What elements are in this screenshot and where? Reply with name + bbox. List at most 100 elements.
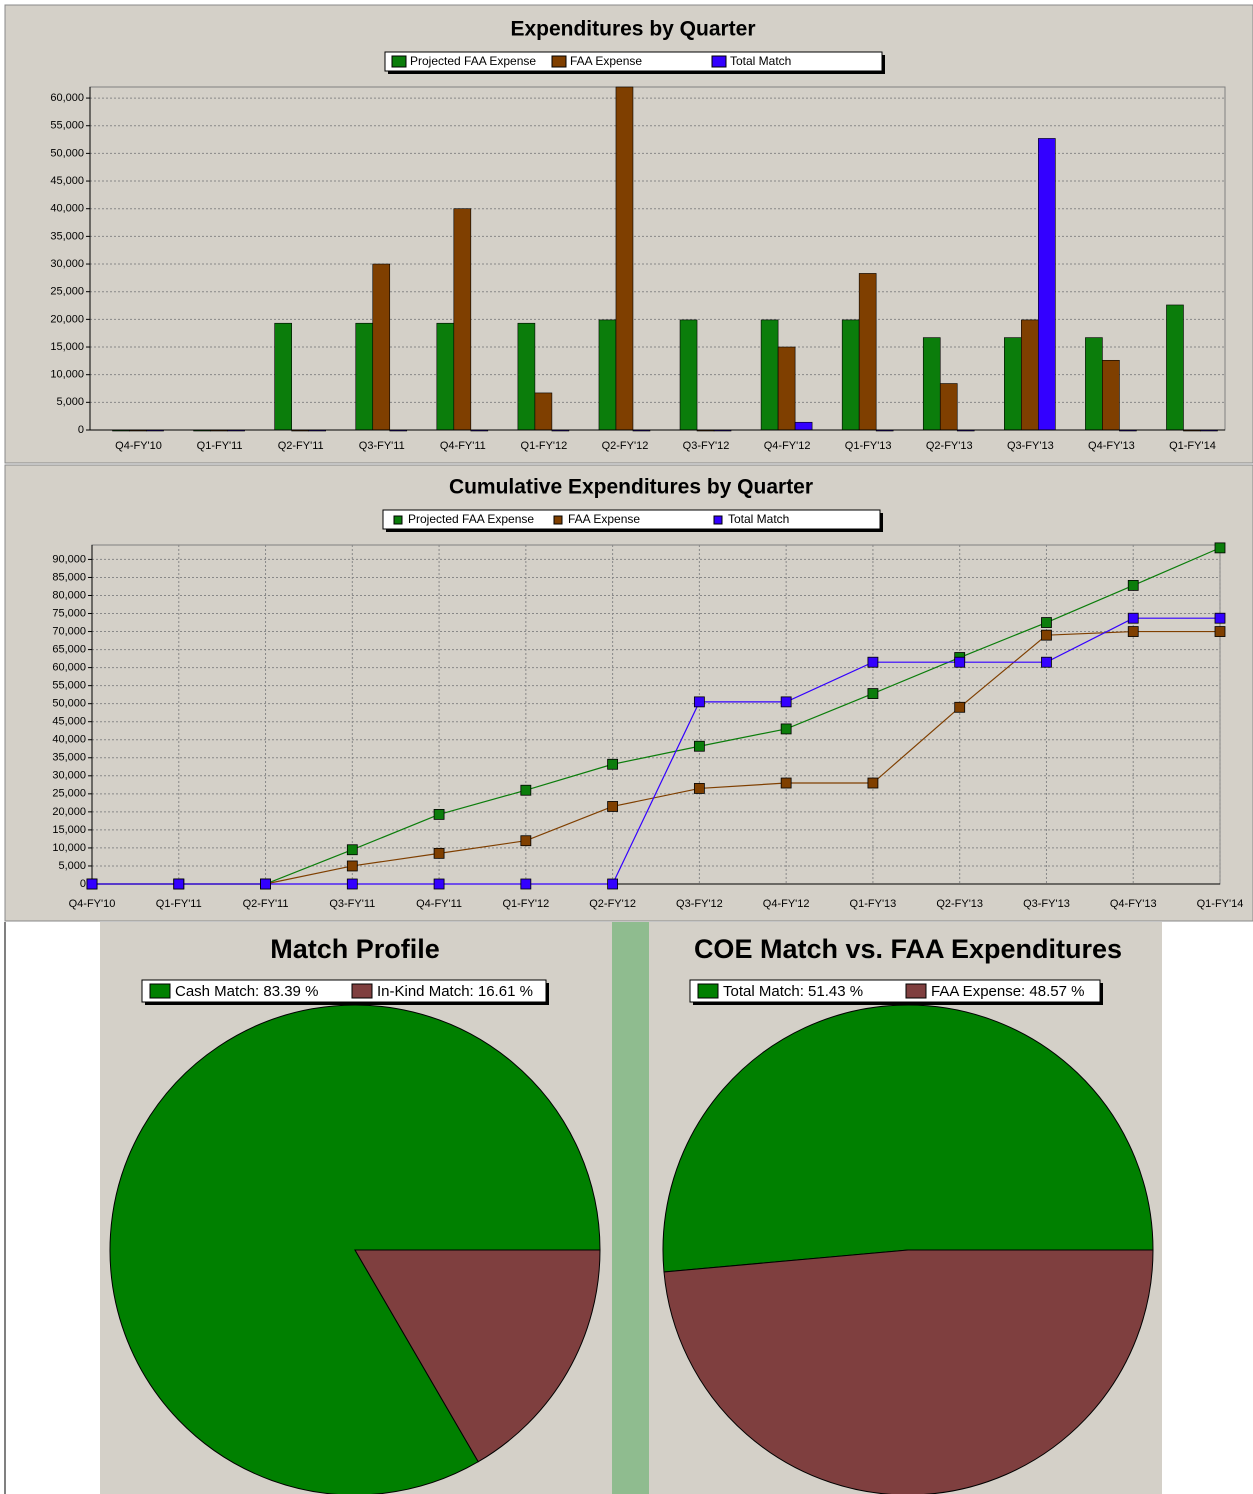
x-tick-label: Q3-FY'12 xyxy=(676,898,723,910)
marker xyxy=(693,696,705,708)
y-tick-label: 50,000 xyxy=(50,147,84,159)
bar xyxy=(1038,138,1056,431)
y-tick-label: 45,000 xyxy=(50,175,84,187)
legend-swatch xyxy=(149,983,171,999)
legend-swatch xyxy=(351,983,373,999)
pie-slice xyxy=(663,1249,1154,1494)
line xyxy=(92,617,1220,885)
marker xyxy=(86,878,98,890)
y-tick-label: 70,000 xyxy=(52,625,86,637)
legend xyxy=(382,509,881,530)
bar xyxy=(453,208,472,431)
legend-swatch xyxy=(697,983,719,999)
legend-label: Total Match xyxy=(728,512,789,526)
y-tick-label: 10,000 xyxy=(50,369,84,381)
marker xyxy=(1041,617,1052,628)
x-tick-label: Q4-FY'10 xyxy=(69,898,116,910)
legend xyxy=(141,979,547,1003)
y-tick-label: 20,000 xyxy=(50,313,84,325)
marker xyxy=(520,835,532,847)
line xyxy=(92,630,1220,885)
marker xyxy=(1127,612,1139,624)
legend xyxy=(689,979,1101,1003)
marker xyxy=(1214,542,1226,554)
x-tick-label: Q2-FY'13 xyxy=(936,898,983,910)
marker xyxy=(780,777,792,789)
y-tick-label: 35,000 xyxy=(52,752,86,764)
x-tick-label: Q1-FY'11 xyxy=(197,440,243,452)
marker xyxy=(346,844,358,856)
bar xyxy=(794,421,813,431)
y-tick-label: 40,000 xyxy=(50,203,84,215)
marker xyxy=(607,758,619,770)
x-tick-label: Q3-FY'11 xyxy=(329,898,375,910)
marker xyxy=(1214,612,1226,624)
x-tick-label: Q2-FY'11 xyxy=(243,898,289,910)
chart-title: COE Match vs. FAA Expenditures xyxy=(694,934,1122,964)
legend-swatch xyxy=(393,515,403,525)
bar xyxy=(679,319,698,431)
y-tick-label: 55,000 xyxy=(52,680,86,692)
marker xyxy=(780,723,792,735)
x-tick-label: Q2-FY'12 xyxy=(602,440,649,452)
legend-label: Projected FAA Expense xyxy=(410,54,536,68)
y-tick-label: 45,000 xyxy=(52,716,86,728)
x-tick-label: Q2-FY'12 xyxy=(589,898,636,910)
bar xyxy=(841,319,860,431)
y-tick-label: 25,000 xyxy=(50,286,84,298)
y-tick-label: 15,000 xyxy=(52,824,86,836)
x-tick-label: Q1-FY'11 xyxy=(156,898,202,910)
legend-label: Projected FAA Expense xyxy=(408,512,534,526)
marker xyxy=(607,878,619,890)
marker xyxy=(693,740,705,752)
y-tick-label: 65,000 xyxy=(52,643,86,655)
bar xyxy=(858,273,877,431)
x-tick-label: Q3-FY'11 xyxy=(359,440,405,452)
marker xyxy=(867,777,879,789)
y-tick-label: 5,000 xyxy=(58,860,86,872)
pie-slice xyxy=(354,1249,601,1463)
marker xyxy=(1041,629,1052,641)
bar xyxy=(372,263,391,431)
y-tick-label: 85,000 xyxy=(52,571,86,583)
y-tick-label: 30,000 xyxy=(50,258,84,270)
y-tick-label: 40,000 xyxy=(52,734,86,746)
x-tick-label: Q1-FY'14 xyxy=(1169,440,1216,452)
plot-area xyxy=(91,544,1221,885)
marker xyxy=(433,847,445,859)
x-tick-label: Q2-FY'11 xyxy=(278,440,324,452)
x-tick-label: Q1-FY'12 xyxy=(521,440,568,452)
marker xyxy=(520,784,532,796)
legend-label: Cash Match: 83.39 % xyxy=(175,983,318,1000)
bar xyxy=(1021,319,1039,431)
bar xyxy=(777,346,796,431)
marker xyxy=(173,878,185,890)
y-tick-label: 5,000 xyxy=(56,396,84,408)
bar xyxy=(1166,304,1184,431)
marker xyxy=(433,878,445,890)
bar xyxy=(598,319,617,431)
chart-title: Match Profile xyxy=(270,934,440,964)
chart-title: Cumulative Expenditures by Quarter xyxy=(449,476,813,499)
legend-label: Total Match xyxy=(730,54,791,68)
bar xyxy=(355,322,374,431)
legend-label: FAA Expense xyxy=(570,54,642,68)
x-tick-label: Q4-FY'12 xyxy=(764,440,811,452)
marker xyxy=(867,688,879,699)
x-tick-label: Q4-FY'12 xyxy=(763,898,810,910)
y-tick-label: 90,000 xyxy=(52,553,86,565)
marker xyxy=(607,801,619,812)
y-tick-label: 0 xyxy=(80,878,86,890)
legend-label: In-Kind Match: 16.61 % xyxy=(377,983,533,1000)
x-tick-label: Q3-FY'13 xyxy=(1007,440,1054,452)
marker xyxy=(693,783,705,794)
x-tick-label: Q1-FY'13 xyxy=(850,898,897,910)
y-tick-label: 25,000 xyxy=(52,788,86,800)
y-tick-label: 60,000 xyxy=(50,92,84,104)
marker xyxy=(1214,626,1226,637)
marker xyxy=(433,808,445,820)
marker xyxy=(1127,579,1139,591)
bar xyxy=(760,319,779,431)
